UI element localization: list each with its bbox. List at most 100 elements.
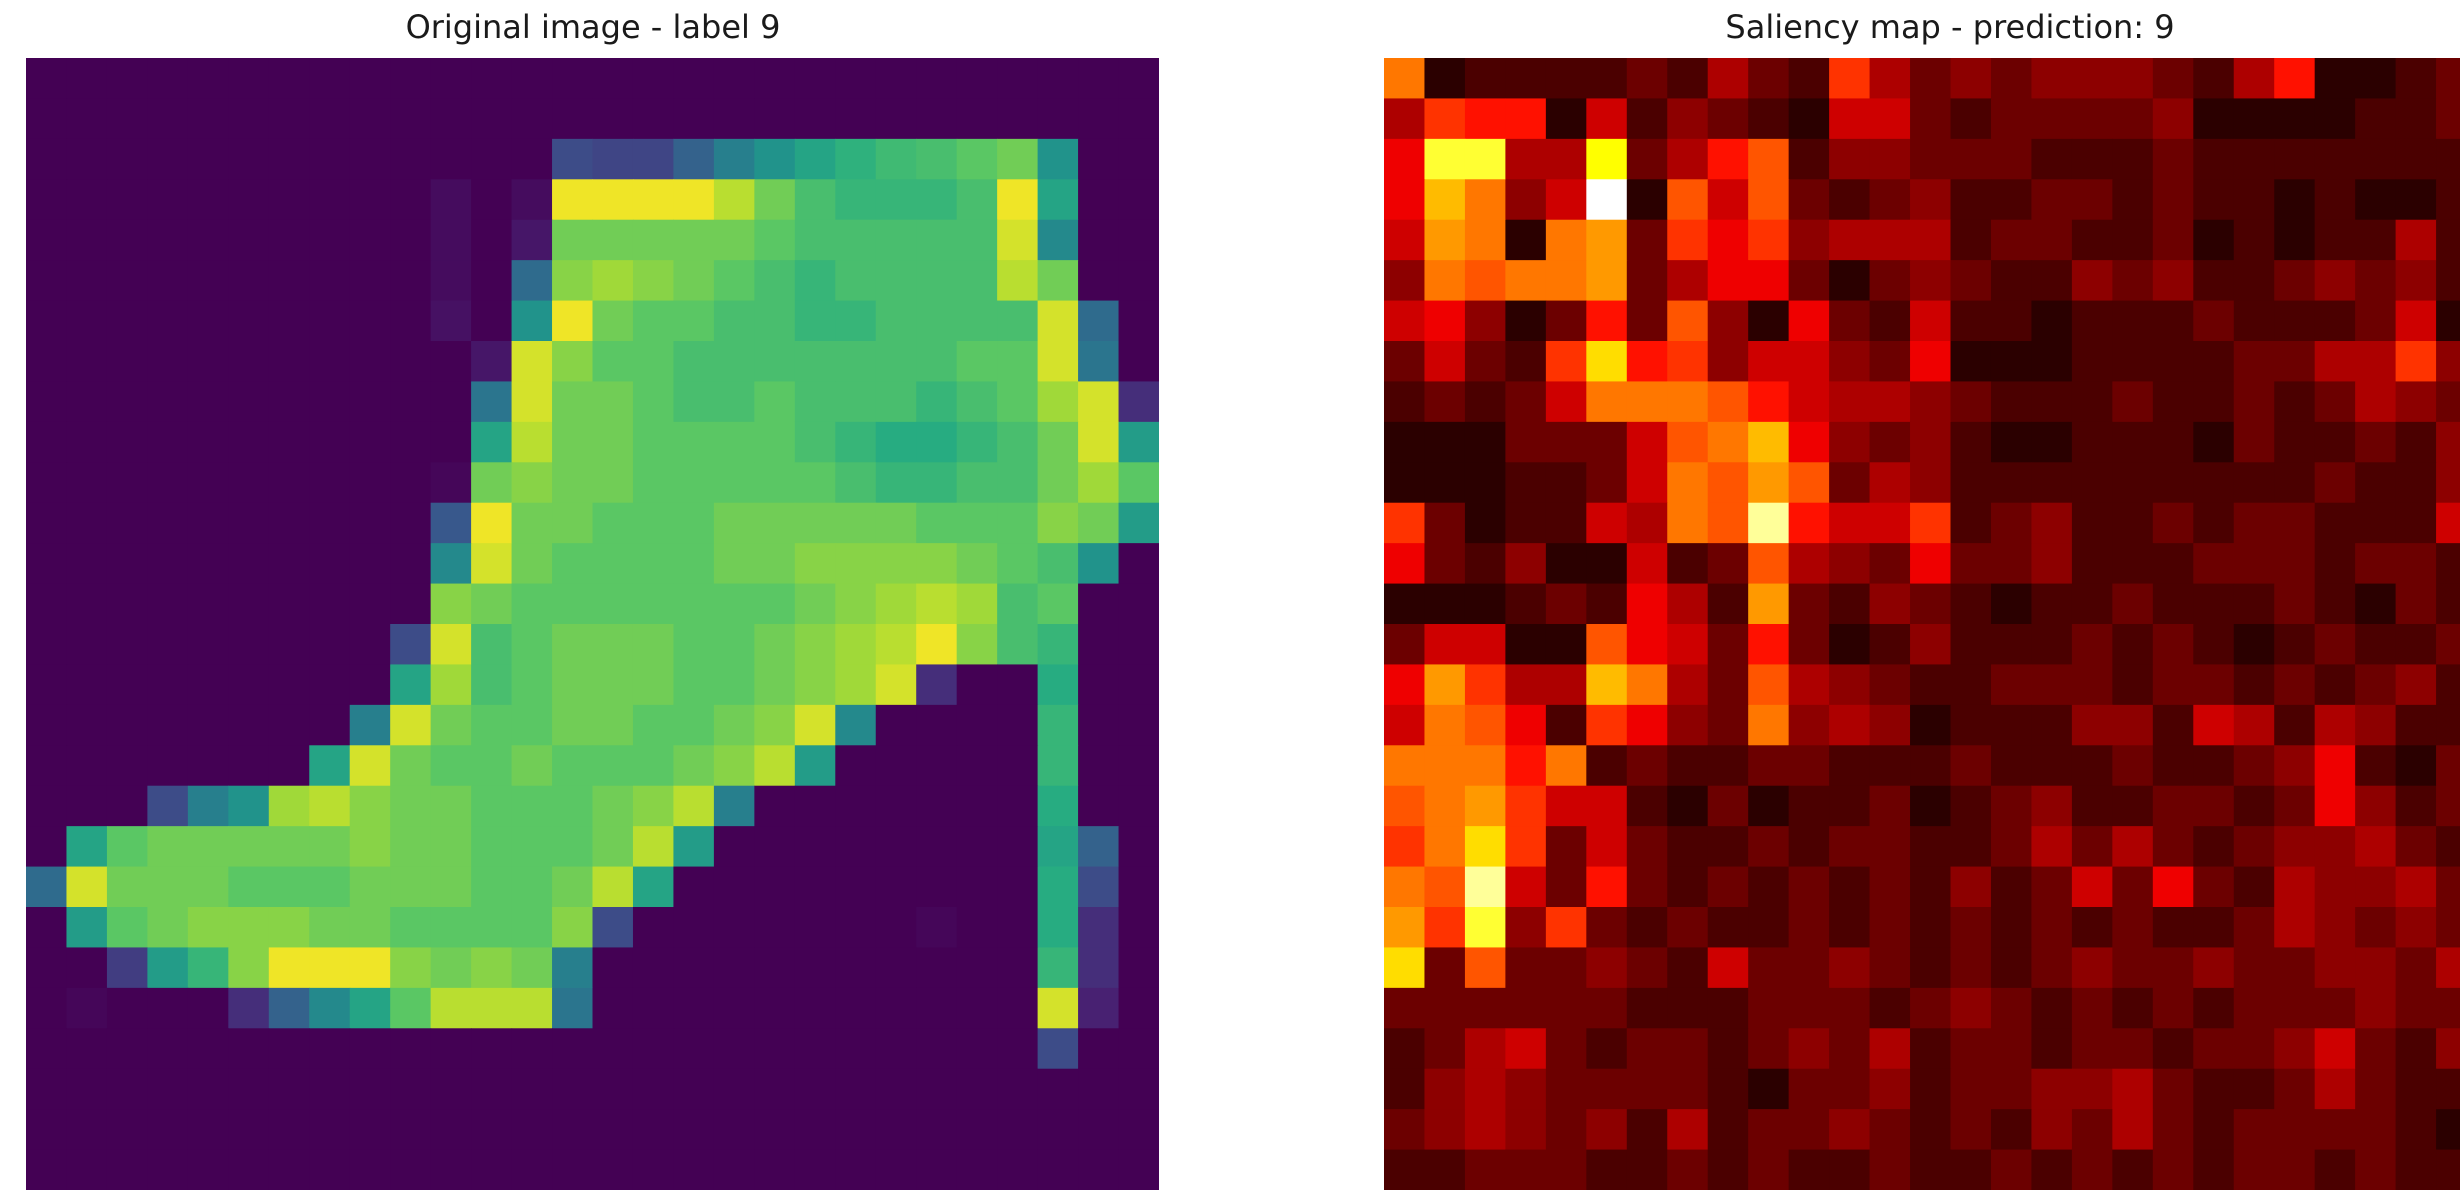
heatmap-cell — [1078, 1068, 1120, 1110]
heatmap-cell — [1037, 866, 1079, 908]
heatmap-cell — [835, 1028, 877, 1070]
heatmap-cell — [430, 543, 472, 585]
heatmap-cell — [1869, 624, 1911, 666]
heatmap-cell — [673, 826, 715, 868]
heatmap-cell — [997, 866, 1039, 908]
heatmap-cell — [430, 462, 472, 504]
heatmap-cell — [2193, 138, 2235, 180]
heatmap-cell — [26, 58, 68, 100]
heatmap-cell — [309, 745, 351, 787]
heatmap-cell — [1667, 947, 1709, 989]
heatmap-cell — [1626, 1028, 1668, 1070]
heatmap-cell — [592, 745, 634, 787]
heatmap-cell — [1748, 745, 1790, 787]
heatmap-cell — [997, 98, 1039, 140]
heatmap-cell — [916, 179, 958, 221]
heatmap-cell — [2355, 624, 2397, 666]
heatmap-cell — [2314, 219, 2356, 261]
heatmap-cell — [1505, 947, 1547, 989]
heatmap-cell — [2193, 502, 2235, 544]
heatmap-cell — [1869, 987, 1911, 1029]
heatmap-cell — [1667, 58, 1709, 100]
heatmap-cell — [228, 179, 270, 221]
heatmap-cell — [187, 947, 229, 989]
heatmap-cell — [471, 260, 513, 302]
heatmap-cell — [2395, 704, 2437, 746]
heatmap-cell — [26, 260, 68, 302]
heatmap-cell — [552, 583, 594, 625]
heatmap-cell — [997, 1109, 1039, 1151]
heatmap-cell — [1788, 583, 1830, 625]
heatmap-cell — [1037, 462, 1079, 504]
heatmap-cell — [471, 664, 513, 706]
heatmap-cell — [2355, 826, 2397, 868]
heatmap-cell — [875, 543, 917, 585]
heatmap-cell — [835, 826, 877, 868]
heatmap-cell — [713, 543, 755, 585]
heatmap-cell — [511, 704, 553, 746]
heatmap-cell — [187, 704, 229, 746]
heatmap-cell — [1078, 543, 1120, 585]
heatmap-cell — [2031, 785, 2073, 827]
heatmap-cell — [349, 341, 391, 383]
heatmap-cell — [1545, 987, 1587, 1029]
heatmap-cell — [1586, 583, 1628, 625]
heatmap-cell — [2152, 704, 2194, 746]
heatmap-cell — [511, 866, 553, 908]
heatmap-cell — [2314, 462, 2356, 504]
heatmap-cell — [875, 58, 917, 100]
heatmap-cell — [349, 583, 391, 625]
heatmap-cell — [106, 381, 148, 423]
heatmap-cell — [592, 1028, 634, 1070]
heatmap-cell — [228, 462, 270, 504]
heatmap-cell — [1748, 907, 1790, 949]
heatmap-cell — [1910, 624, 1952, 666]
heatmap-cell — [592, 1109, 634, 1151]
heatmap-cell — [2436, 219, 2460, 261]
heatmap-cell — [794, 907, 836, 949]
heatmap-cell — [2395, 664, 2437, 706]
heatmap-cell — [1707, 907, 1749, 949]
heatmap-cell — [1505, 98, 1547, 140]
heatmap-cell — [673, 1068, 715, 1110]
heatmap-cell — [228, 704, 270, 746]
heatmap-cell — [106, 826, 148, 868]
heatmap-cell — [997, 300, 1039, 342]
heatmap-cell — [2193, 583, 2235, 625]
heatmap-cell — [106, 58, 148, 100]
heatmap-cell — [1869, 179, 1911, 221]
heatmap-cell — [1586, 502, 1628, 544]
heatmap-cell — [471, 381, 513, 423]
heatmap-cell — [2395, 98, 2437, 140]
heatmap-cell — [2233, 502, 2275, 544]
heatmap-cell — [1910, 826, 1952, 868]
heatmap-cell — [1464, 1068, 1506, 1110]
heatmap-cell — [2112, 987, 2154, 1029]
heatmap-cell — [1667, 179, 1709, 221]
heatmap-cell — [2395, 826, 2437, 868]
heatmap-cell — [916, 907, 958, 949]
heatmap-cell — [1464, 987, 1506, 1029]
heatmap-cell — [2395, 421, 2437, 463]
heatmap-cell — [106, 866, 148, 908]
heatmap-cell — [2355, 98, 2397, 140]
heatmap-cell — [754, 907, 796, 949]
heatmap-cell — [1118, 179, 1159, 221]
heatmap-cell — [1464, 543, 1506, 585]
heatmap-cell — [2355, 987, 2397, 1029]
heatmap-cell — [2395, 341, 2437, 383]
heatmap-cell — [1829, 704, 1871, 746]
heatmap-cell — [1384, 866, 1426, 908]
heatmap-cell — [147, 138, 189, 180]
heatmap-cell — [349, 704, 391, 746]
heatmap-cell — [2436, 947, 2460, 989]
heatmap-cell — [349, 300, 391, 342]
heatmap-cell — [2071, 219, 2113, 261]
heatmap-cell — [632, 664, 675, 706]
heatmap-cell — [1748, 664, 1790, 706]
heatmap-cell — [1586, 138, 1628, 180]
heatmap-cell — [997, 907, 1039, 949]
heatmap-cell — [2112, 1109, 2154, 1151]
heatmap-cell — [916, 664, 958, 706]
heatmap-cell — [2395, 907, 2437, 949]
